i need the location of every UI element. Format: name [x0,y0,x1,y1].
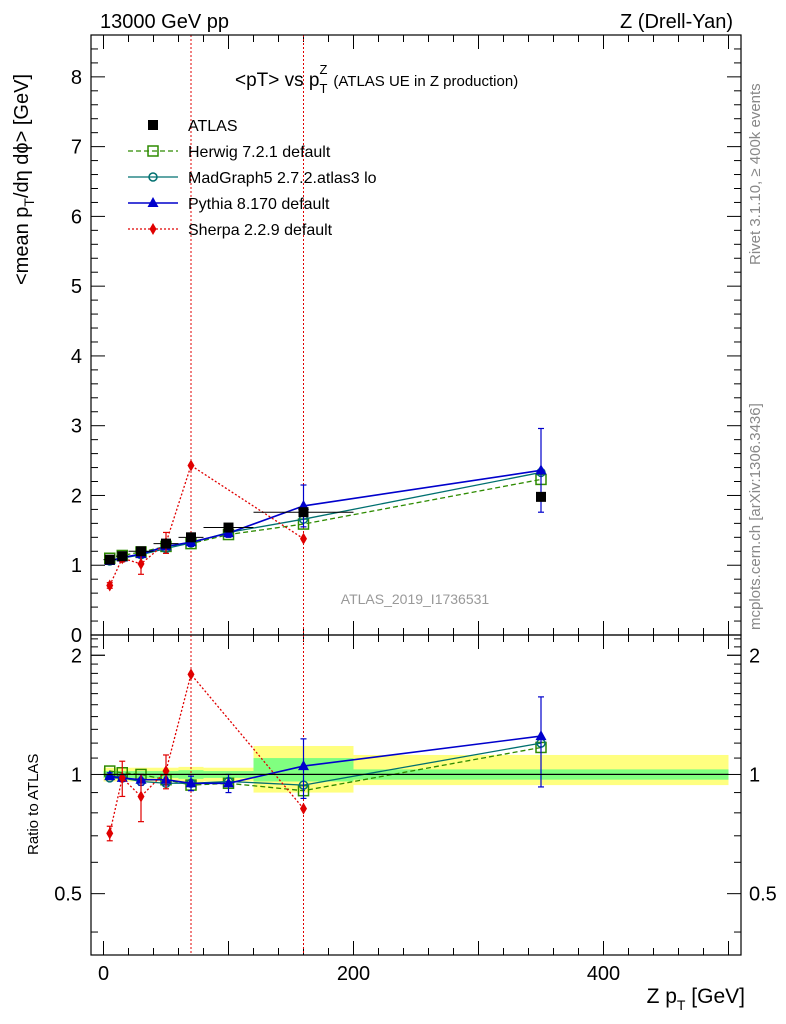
ylabel-sub: T [21,198,37,207]
ratio-point-sherpa [300,802,307,815]
legend-marker-pythia [147,197,159,207]
ratio-x-tick-label: 400 [587,963,620,985]
xlabel-rest: [GeV] [685,985,745,1008]
ratio-x-tick-label: 0 [98,963,109,985]
main-y-tick-label: 3 [71,416,82,438]
ratio-vertical-lines [190,635,304,955]
main-y-label: <mean pT/dη dϕ> [GeV] [11,74,37,285]
ratio-y-tick-label: 0.5 [54,884,82,906]
ratio-point-pythia [185,777,197,788]
main-series [103,427,547,592]
ratio-y-ticks: 0.5 0.5 1 1 2 2 [54,638,777,933]
ratio-x-ticks: 0 200 400 [98,635,729,985]
ratio-y-tick-label: 1 [71,764,82,786]
point-sherpa [137,557,145,570]
ratio-point-pythia [223,777,234,788]
main-y-tick-label: 5 [71,276,82,298]
main-y-tick-label: 8 [71,67,82,89]
legend-label-madgraph: MadGraph5 2.7.2.atlas3 lo [188,170,377,187]
ratio-panel: 0.5 0.5 1 1 2 2 0 200 400 Ratio to ATLAS Z pT [… [25,634,777,1013]
main-y-tick-label: 0 [71,625,82,647]
legend-marker-madgraph [148,172,158,182]
point-sherpa [300,532,307,545]
title-main: <pT> vs p [235,70,320,91]
main-y-tick-label: 1 [71,555,82,577]
series-sherpa [106,459,307,592]
ratio-y-tick-label-right: 2 [749,645,760,667]
ratio-y-tick-label-right: 1 [749,764,760,786]
series-line-sherpa [109,464,304,586]
ratio-y-tick-label: 2 [71,645,82,667]
watermark: ATLAS_2019_I1736531 [341,591,490,607]
main-y-ticks: 0 1 2 3 4 5 6 7 8 [71,48,741,647]
legend-marker-herwig [147,145,159,157]
x-axis-label: Z pT [GeV] [647,985,745,1013]
point-sherpa [106,579,114,592]
ratio-point-pythia [104,770,116,781]
title-sup: Z [319,62,327,77]
legend-marker-data [148,120,158,130]
series-data [103,491,546,565]
mcplots-label: mcplots.cern.ch [arXiv:1306.3436] [747,403,764,630]
ylabel-rest: /dη dϕ> [GeV] [11,74,33,198]
xlabel-main: Z p [647,985,677,1008]
ratio-y-tick-label-right: 0.5 [749,884,777,906]
point-sherpa [187,459,195,472]
ratio-frame [90,634,742,956]
main-title: <pT> vs pTZ (ATLAS UE in Z production) [235,62,518,96]
ratio-point-pythia [298,760,309,771]
header-right: Z (Drell-Yan) [620,11,733,33]
ratio-series [103,668,729,842]
ratio-point-sherpa [137,790,145,803]
legend-marker-sherpa [149,223,157,235]
header-left: 13000 GeV pp [100,11,229,33]
title-sub: T [320,81,328,96]
ratio-line-sherpa [109,672,304,834]
main-y-tick-label: 6 [71,206,82,228]
series-line-herwig [109,478,542,559]
rivet-label: Rivet 3.1.10, ≥ 400k events [747,83,764,265]
legend: ATLAS Herwig 7.2.1 default MadGraph5 2.7.2… [128,118,377,239]
ratio-point-sherpa [106,827,114,840]
ratio-bands [103,745,729,793]
main-y-tick-label: 2 [71,485,82,507]
series-line-pythia [109,469,542,562]
legend-label-data: ATLAS [188,118,238,135]
legend-label-pythia: Pythia 8.170 default [188,196,330,213]
point-pythia [535,464,547,475]
main-y-tick-label: 7 [71,137,82,159]
ylabel-main: <mean p [11,207,33,285]
ratio-point-sherpa [187,668,195,681]
ratio-point-pythia [535,730,547,741]
legend-label-sherpa: Sherpa 2.2.9 default [188,222,333,239]
xlabel-sub: T [677,997,686,1013]
point-data [536,491,546,502]
ratio-y-label: Ratio to ATLAS [25,754,42,855]
main-y-tick-label: 4 [71,346,82,368]
title-extra: (ATLAS UE in Z production) [333,73,518,90]
legend-label-herwig: Herwig 7.2.1 default [188,144,331,161]
ratio-x-tick-label: 200 [337,963,370,985]
